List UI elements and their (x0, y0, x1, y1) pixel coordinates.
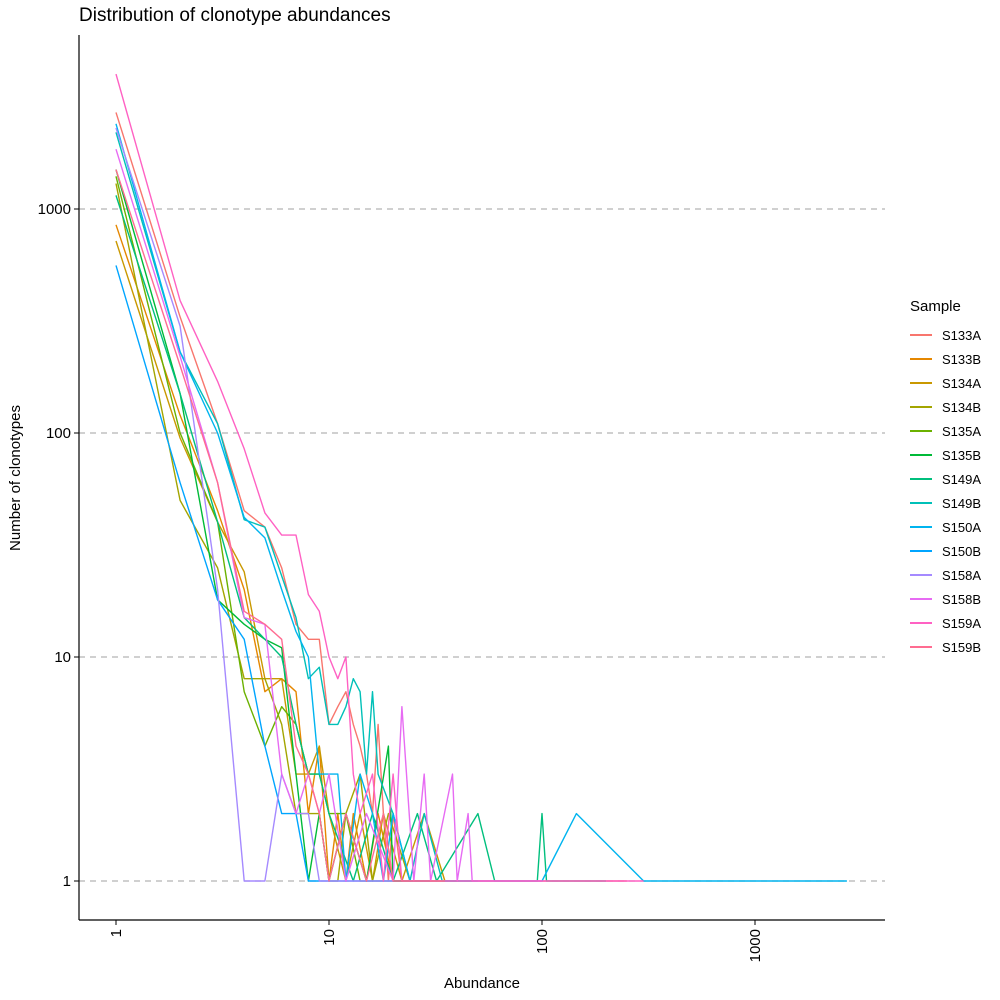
y-axis-ticks: 1 10 100 1000 (38, 201, 79, 890)
legend-key (910, 646, 932, 648)
legend-item-s158b: S158B (910, 587, 981, 611)
y-tick-label: 1 (63, 873, 71, 890)
series-line-s133a (115, 112, 627, 882)
legend: Sample S133A S133B S134A S134B S135A S135B S14… (910, 298, 981, 659)
legend-label: S134B (942, 399, 982, 415)
chart-title: Distribution of clonotype abundances (79, 5, 391, 26)
legend-item-s134a: S134A (910, 371, 981, 395)
series-line-s133b (115, 224, 458, 882)
legend-key (910, 406, 932, 408)
series-line-s135b (115, 169, 431, 882)
legend-key (910, 334, 932, 336)
series-lines (115, 73, 847, 882)
legend-item-s159a: S159A (910, 611, 981, 635)
legend-key (910, 598, 932, 600)
y-tick-label: 10 (54, 649, 71, 666)
legend-key (910, 622, 932, 624)
legend-label: S150B (942, 543, 982, 559)
legend-key (910, 574, 932, 576)
legend-item-s150b: S150B (910, 539, 981, 563)
legend-key (910, 454, 932, 456)
legend-label: S150A (942, 519, 982, 535)
legend-label: S133A (942, 327, 982, 343)
legend-item-s158a: S158A (910, 563, 981, 587)
legend-key (910, 478, 932, 480)
x-tick-label: 1 (108, 929, 125, 937)
x-tick-label: 10 (321, 929, 338, 946)
legend-label: S159B (942, 639, 982, 655)
y-axis-title: Number of clonotypes (7, 405, 24, 551)
legend-key (910, 430, 932, 432)
legend-key (910, 382, 932, 384)
x-axis-ticks: 1 10 100 1000 (108, 920, 764, 962)
legend-label: S133B (942, 351, 982, 367)
legend-item-s135a: S135A (910, 419, 981, 443)
legend-item-s149b: S149B (910, 491, 981, 515)
legend-item-s150a: S150A (910, 515, 981, 539)
legend-item-s133a: S133A (910, 323, 981, 347)
y-tick-label: 1000 (38, 201, 71, 218)
legend-item-s133b: S133B (910, 347, 981, 371)
legend-label: S158B (942, 591, 982, 607)
series-line-s158b (115, 148, 542, 882)
legend-item-s134b: S134B (910, 395, 981, 419)
legend-item-s149a: S149A (910, 467, 981, 491)
x-axis-title: Abundance (444, 975, 520, 992)
legend-label: S158A (942, 567, 982, 583)
legend-label: S134A (942, 375, 982, 391)
legend-label: S135A (942, 423, 982, 439)
legend-key (910, 358, 932, 360)
x-tick-label: 1000 (747, 929, 764, 962)
series-line-s150a (115, 123, 847, 882)
series-line-s158a (115, 127, 394, 882)
series-line-s159b (115, 169, 445, 882)
legend-key (910, 526, 932, 528)
y-tick-label: 100 (46, 425, 71, 442)
legend-key (910, 502, 932, 504)
legend-label: S159A (942, 615, 982, 631)
legend-title: Sample (910, 298, 961, 315)
legend-item-s135b: S135B (910, 443, 981, 467)
series-line-s149b (115, 132, 478, 882)
x-tick-label: 100 (534, 929, 551, 954)
legend-key (910, 550, 932, 552)
legend-item-s159b: S159B (910, 635, 981, 659)
legend-label: S149B (942, 495, 982, 511)
legend-label: S135B (942, 447, 982, 463)
legend-label: S149A (942, 471, 982, 487)
